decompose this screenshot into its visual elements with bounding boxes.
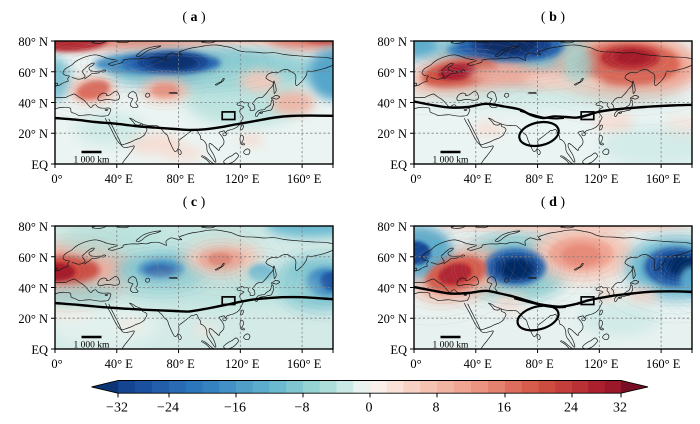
svg-text:80° E: 80° E [166,172,195,186]
svg-text:40° N: 40° N [18,97,48,111]
svg-text:120° E: 120° E [584,357,619,371]
svg-text:40° E: 40° E [464,172,493,186]
svg-text:EQ: EQ [390,158,407,172]
svg-text:20° N: 20° N [377,312,407,326]
svg-text:24: 24 [564,401,578,416]
svg-text:EQ: EQ [31,343,48,357]
svg-text:−8: −8 [295,401,310,416]
svg-text:80° N: 80° N [18,35,48,49]
svg-text:40° N: 40° N [18,282,48,296]
svg-text:−16: −16 [224,401,246,416]
svg-text:120° E: 120° E [225,357,260,371]
svg-text:0°: 0° [410,357,421,371]
svg-text:160° E: 160° E [287,172,322,186]
svg-text:−24: −24 [157,401,179,416]
svg-text:60° N: 60° N [18,251,48,265]
svg-text:20° N: 20° N [18,312,48,326]
svg-text:60° N: 60° N [377,66,407,80]
svg-text:60° N: 60° N [18,66,48,80]
svg-text:0°: 0° [51,172,62,186]
svg-text:80° E: 80° E [166,357,195,371]
svg-text:40° E: 40° E [464,357,493,371]
svg-text:160° E: 160° E [646,172,681,186]
svg-text:EQ: EQ [31,158,48,172]
svg-text:120° E: 120° E [584,172,619,186]
svg-text:0: 0 [366,401,373,416]
svg-text:0°: 0° [410,172,421,186]
svg-text:−32: −32 [106,401,128,416]
svg-text:32: 32 [613,401,627,416]
svg-text:( d ): ( d ) [541,195,565,210]
svg-text:8: 8 [433,401,440,416]
svg-text:80° E: 80° E [525,172,554,186]
svg-text:160° E: 160° E [287,357,322,371]
svg-text:( a ): ( a ) [182,10,206,25]
svg-text:60° N: 60° N [377,251,407,265]
svg-text:80° E: 80° E [525,357,554,371]
svg-text:40° E: 40° E [105,172,134,186]
svg-text:( b ): ( b ) [541,10,565,25]
svg-text:80° N: 80° N [18,220,48,234]
svg-text:16: 16 [497,401,511,416]
svg-text:80° N: 80° N [377,35,407,49]
svg-text:EQ: EQ [390,343,407,357]
svg-text:40° N: 40° N [377,282,407,296]
svg-text:( c ): ( c ) [183,195,206,210]
svg-text:120° E: 120° E [225,172,260,186]
svg-text:0°: 0° [51,357,62,371]
svg-text:160° E: 160° E [646,357,681,371]
svg-text:80° N: 80° N [377,220,407,234]
svg-text:20° N: 20° N [18,127,48,141]
svg-text:40° N: 40° N [377,97,407,111]
svg-text:20° N: 20° N [377,127,407,141]
svg-text:40° E: 40° E [105,357,134,371]
